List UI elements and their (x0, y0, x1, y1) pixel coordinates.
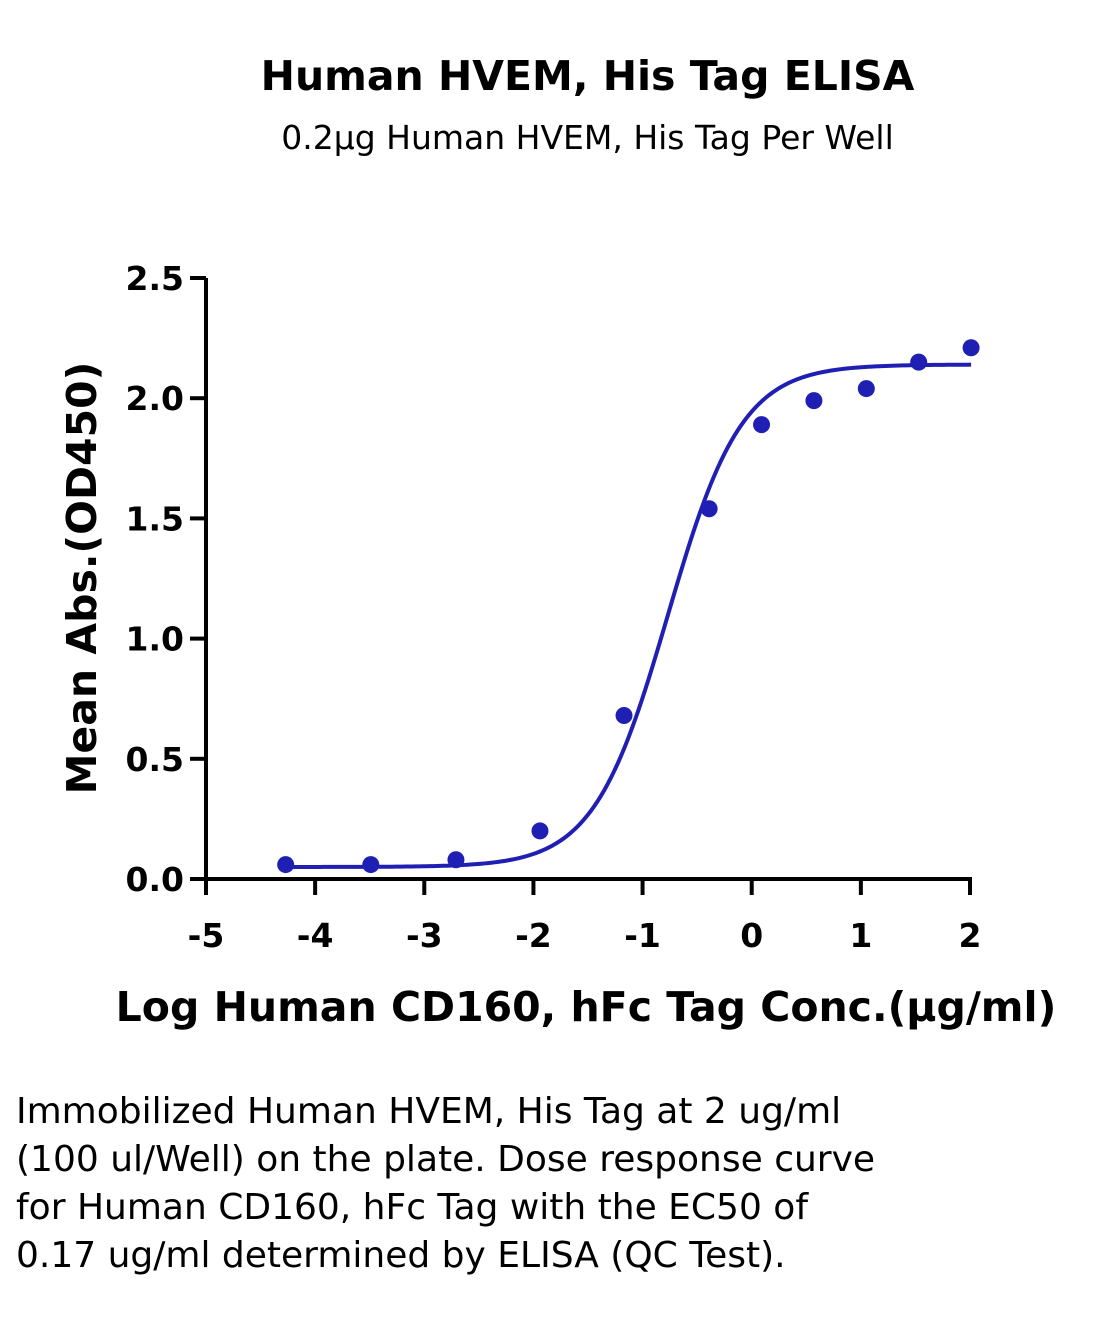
data-point (805, 392, 823, 410)
data-point (362, 856, 380, 874)
x-tick-label: 0 (740, 916, 763, 955)
data-point (700, 500, 718, 518)
x-tick-label: -5 (188, 916, 225, 955)
data-points (277, 339, 980, 874)
data-point (962, 339, 980, 357)
y-tick-label: 2.0 (126, 379, 184, 418)
data-point (857, 380, 875, 398)
y-axis-label: Mean Abs.(OD450) (58, 362, 106, 795)
x-tick-label: -3 (406, 916, 443, 955)
chart-plot: 0.0 0.5 1.0 1.5 2.0 2.5 -5 -4 -3 -2 -1 0 1 2 Mean Abs… (58, 259, 1057, 1031)
chart-subtitle: 0.2μg Human HVEM, His Tag Per Well (281, 118, 894, 157)
figure-caption: Immobilized Human HVEM, His Tag at 2 ug/… (16, 1091, 876, 1276)
x-axis-label: Log Human CD160, hFc Tag Conc.(μg/ml) (116, 983, 1057, 1031)
data-point (277, 856, 295, 874)
data-point (753, 416, 771, 434)
x-tick-label: 2 (959, 916, 982, 955)
chart-axes (204, 278, 972, 881)
x-tick-label: -2 (515, 916, 552, 955)
chart-title: Human HVEM, His Tag ELISA (260, 52, 915, 100)
x-tick-label: 1 (849, 916, 872, 955)
fit-curve-group (285, 362, 972, 869)
y-tick-label: 1.0 (126, 620, 184, 659)
chart-ticks: 0.0 0.5 1.0 1.5 2.0 2.5 -5 -4 -3 -2 -1 0 1 2 (126, 259, 982, 955)
y-tick-label: 0.5 (126, 740, 184, 779)
y-tick-label: 1.5 (126, 499, 184, 538)
data-point (910, 353, 928, 371)
data-point (447, 851, 465, 869)
y-tick-label: 0.0 (126, 860, 184, 899)
data-point (615, 707, 633, 725)
x-tick-label: -4 (297, 916, 334, 955)
data-point (531, 822, 549, 840)
y-tick-label: 2.5 (126, 259, 184, 298)
fit-curve (285, 362, 972, 869)
x-tick-label: -1 (624, 916, 661, 955)
